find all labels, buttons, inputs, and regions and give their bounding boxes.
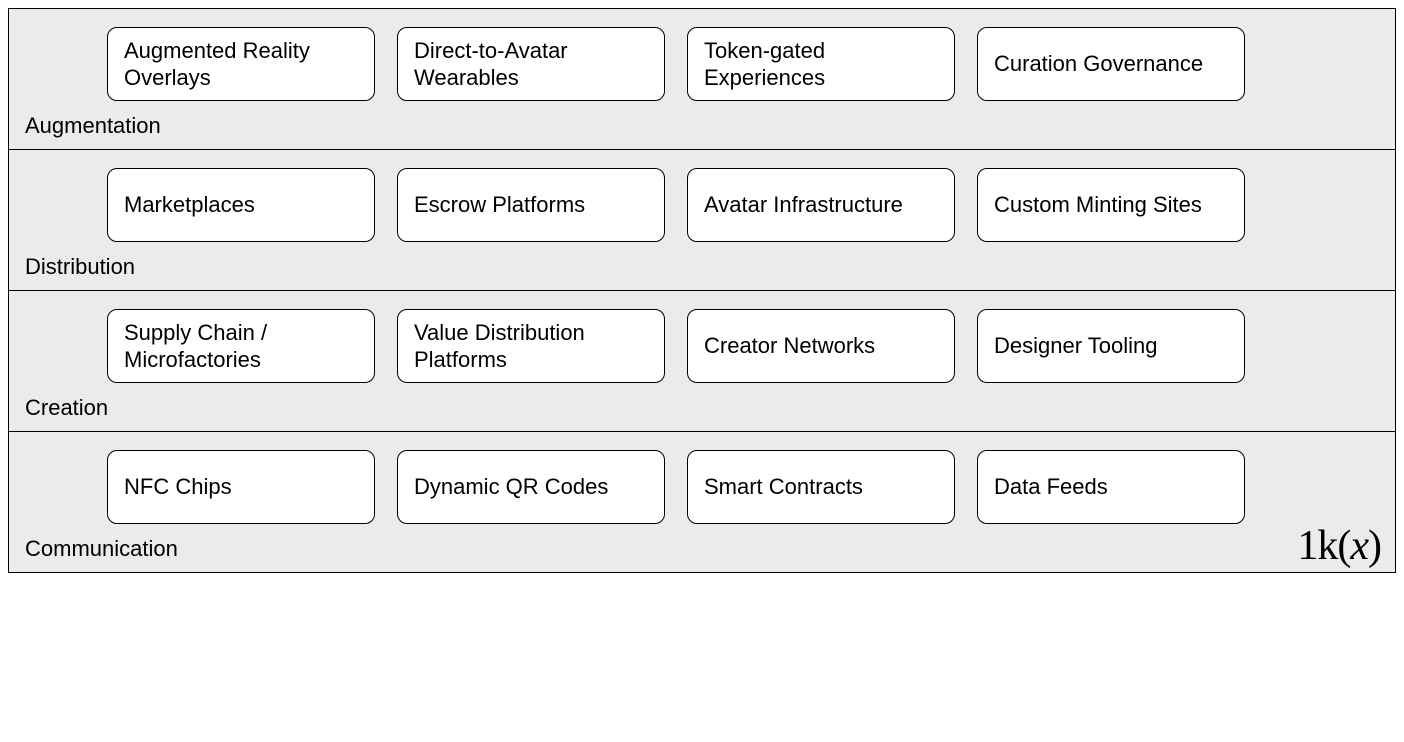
card-marketplaces: Marketplaces	[107, 168, 375, 242]
card-augmented-reality-overlays: Augmented Reality Overlays	[107, 27, 375, 101]
card-label: Designer Tooling	[994, 332, 1157, 360]
layer-label-augmentation: Augmentation	[25, 113, 161, 139]
card-label: Direct-to-Avatar Wearables	[414, 37, 648, 92]
card-dynamic-qr-codes: Dynamic QR Codes	[397, 450, 665, 524]
layer-label-creation: Creation	[25, 395, 108, 421]
card-custom-minting-sites: Custom Minting Sites	[977, 168, 1245, 242]
card-value-distribution-platforms: Value Distribution Platforms	[397, 309, 665, 383]
card-label: Escrow Platforms	[414, 191, 585, 219]
layer-creation-cards: Supply Chain / Microfactories Value Dist…	[107, 309, 1367, 383]
card-direct-to-avatar-wearables: Direct-to-Avatar Wearables	[397, 27, 665, 101]
layer-creation: Supply Chain / Microfactories Value Dist…	[9, 291, 1395, 432]
card-label: Avatar Infrastructure	[704, 191, 903, 219]
logo-1kx: 1k(x)	[1297, 522, 1381, 570]
card-creator-networks: Creator Networks	[687, 309, 955, 383]
layer-distribution: Marketplaces Escrow Platforms Avatar Inf…	[9, 150, 1395, 291]
card-label: Dynamic QR Codes	[414, 473, 608, 501]
card-label: Value Distribution Platforms	[414, 319, 648, 374]
card-label: Supply Chain / Microfactories	[124, 319, 358, 374]
card-escrow-platforms: Escrow Platforms	[397, 168, 665, 242]
card-nfc-chips: NFC Chips	[107, 450, 375, 524]
card-label: Token-gated Experiences	[704, 37, 938, 92]
card-label: Custom Minting Sites	[994, 191, 1202, 219]
layer-augmentation: Augmented Reality Overlays Direct-to-Ava…	[9, 9, 1395, 150]
card-supply-chain-microfactories: Supply Chain / Microfactories	[107, 309, 375, 383]
card-label: Marketplaces	[124, 191, 255, 219]
layer-distribution-cards: Marketplaces Escrow Platforms Avatar Inf…	[107, 168, 1367, 242]
card-label: NFC Chips	[124, 473, 232, 501]
layer-communication-cards: NFC Chips Dynamic QR Codes Smart Contrac…	[107, 450, 1367, 524]
layer-augmentation-cards: Augmented Reality Overlays Direct-to-Ava…	[107, 27, 1367, 101]
logo-x: x	[1350, 523, 1368, 569]
logo-close-paren: )	[1368, 523, 1381, 569]
card-designer-tooling: Designer Tooling	[977, 309, 1245, 383]
logo-open-paren: (	[1337, 523, 1350, 569]
logo-prefix: 1k	[1297, 523, 1337, 569]
layer-label-distribution: Distribution	[25, 254, 135, 280]
card-label: Curation Governance	[994, 50, 1203, 78]
card-label: Data Feeds	[994, 473, 1108, 501]
layer-diagram: Augmented Reality Overlays Direct-to-Ava…	[8, 8, 1396, 573]
card-data-feeds: Data Feeds	[977, 450, 1245, 524]
card-avatar-infrastructure: Avatar Infrastructure	[687, 168, 955, 242]
card-curation-governance: Curation Governance	[977, 27, 1245, 101]
layer-label-communication: Communication	[25, 536, 178, 562]
card-label: Creator Networks	[704, 332, 875, 360]
card-smart-contracts: Smart Contracts	[687, 450, 955, 524]
card-label: Augmented Reality Overlays	[124, 37, 358, 92]
card-label: Smart Contracts	[704, 473, 863, 501]
card-token-gated-experiences: Token-gated Experiences	[687, 27, 955, 101]
layer-communication: NFC Chips Dynamic QR Codes Smart Contrac…	[9, 432, 1395, 572]
